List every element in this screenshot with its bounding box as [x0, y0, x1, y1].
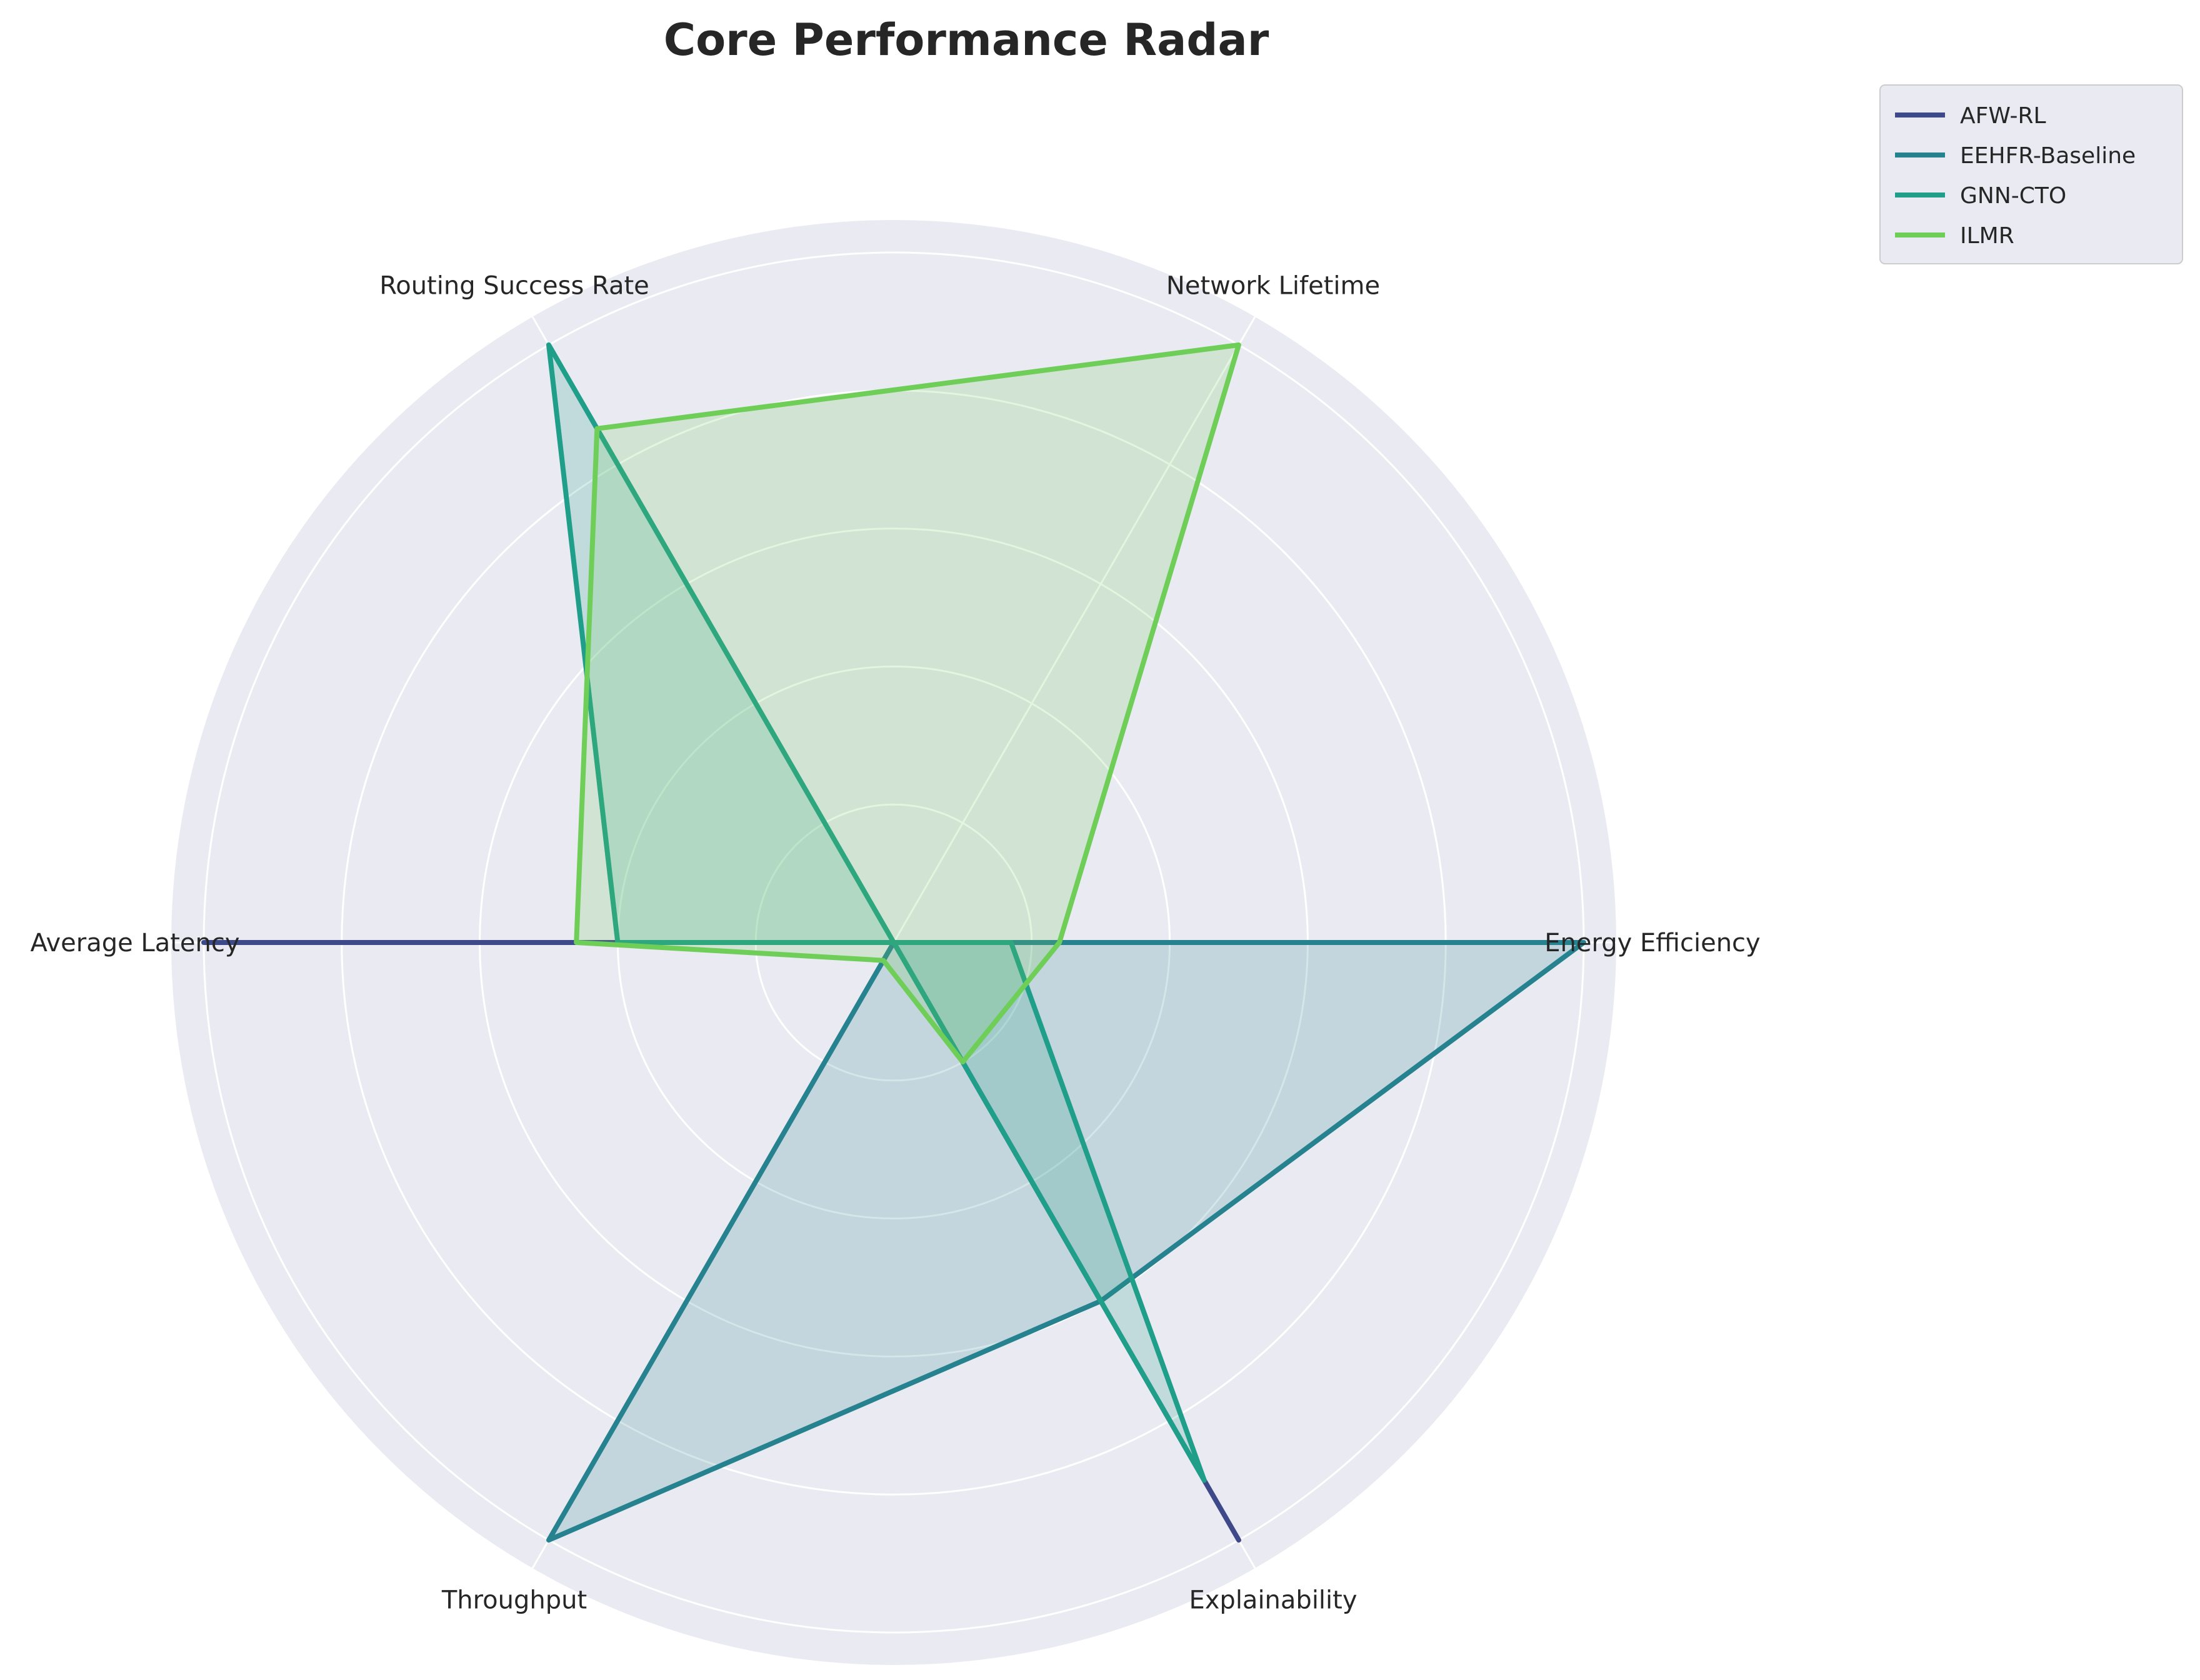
grid-spoke	[892, 316, 1256, 943]
axis-label-5: Explainability	[1189, 1586, 1357, 1614]
axis-label-0: Energy Efficiency	[1544, 929, 1760, 958]
series-line-eehfr-baseline	[546, 940, 1586, 1543]
series-group	[201, 342, 1586, 1543]
series-line-ilmr	[574, 342, 1241, 1065]
legend-label-0: AFW-RL	[1960, 103, 2046, 129]
axis-label-3: Average Latency	[30, 929, 239, 958]
axis-label-1: Network Lifetime	[1166, 272, 1380, 301]
axis-label-2: Routing Success Rate	[379, 272, 649, 301]
legend-box	[1879, 84, 2183, 264]
legend-label-3: ILMR	[1960, 223, 2014, 249]
chart-title: Core Performance Radar	[664, 14, 1269, 66]
axis-labels: Energy Efficiency Network Lifetime Routing…	[30, 272, 1760, 1615]
axis-label-4: Throughput	[441, 1586, 587, 1614]
legend-label-2: GNN-CTO	[1960, 183, 2066, 209]
legend-label-1: EEHFR-Baseline	[1960, 143, 2136, 169]
series-area-ilmr	[576, 344, 1239, 1062]
legend: AFW-RL EEHFR-Baseline GNN-CTO ILMR	[1879, 84, 2183, 264]
